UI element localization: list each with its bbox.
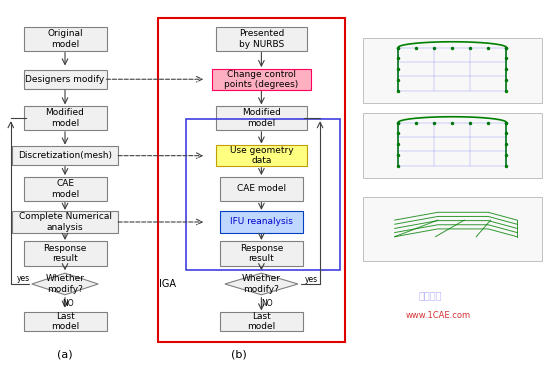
FancyBboxPatch shape — [23, 70, 107, 89]
FancyBboxPatch shape — [220, 241, 303, 266]
Text: yes: yes — [305, 275, 318, 284]
Polygon shape — [32, 273, 98, 295]
Text: Change control
points (degrees): Change control points (degrees) — [224, 69, 299, 89]
Text: Last
model: Last model — [51, 312, 79, 331]
FancyBboxPatch shape — [12, 211, 118, 232]
Text: www.1CAE.com: www.1CAE.com — [406, 311, 471, 320]
Text: Modified
model: Modified model — [46, 108, 85, 128]
Text: NO: NO — [62, 299, 73, 308]
Text: yes: yes — [17, 274, 30, 283]
FancyBboxPatch shape — [216, 106, 307, 130]
FancyBboxPatch shape — [220, 177, 303, 201]
Text: CAE
model: CAE model — [51, 179, 79, 199]
Text: Modified
model: Modified model — [242, 108, 281, 128]
Text: CAE model: CAE model — [237, 184, 286, 193]
Text: Whether
modify?: Whether modify? — [46, 274, 85, 294]
FancyBboxPatch shape — [23, 312, 107, 331]
Text: Presented
by NURBS: Presented by NURBS — [239, 29, 284, 49]
Text: Discretization(mesh): Discretization(mesh) — [18, 151, 112, 160]
Text: Complete Numerical
analysis: Complete Numerical analysis — [18, 212, 112, 232]
Text: Response
result: Response result — [43, 244, 87, 263]
Text: (a): (a) — [57, 350, 73, 360]
FancyBboxPatch shape — [363, 197, 542, 262]
Polygon shape — [225, 273, 298, 295]
Text: Response
result: Response result — [240, 244, 283, 263]
FancyBboxPatch shape — [23, 106, 107, 130]
Text: Original
model: Original model — [47, 29, 83, 49]
Text: IGA: IGA — [159, 279, 176, 289]
FancyBboxPatch shape — [23, 241, 107, 266]
Text: Whether
modify?: Whether modify? — [242, 274, 281, 294]
FancyBboxPatch shape — [216, 27, 307, 51]
Text: (b): (b) — [231, 350, 247, 360]
FancyBboxPatch shape — [220, 312, 303, 331]
FancyBboxPatch shape — [23, 27, 107, 51]
FancyBboxPatch shape — [212, 69, 311, 90]
Text: NO: NO — [261, 299, 273, 308]
Text: IFU reanalysis: IFU reanalysis — [230, 217, 293, 227]
FancyBboxPatch shape — [23, 177, 107, 201]
FancyBboxPatch shape — [220, 211, 303, 232]
Text: Last
model: Last model — [247, 312, 276, 331]
FancyBboxPatch shape — [12, 146, 118, 165]
Text: 仿真在线: 仿真在线 — [418, 290, 442, 300]
Text: Designers modify: Designers modify — [26, 75, 105, 84]
FancyBboxPatch shape — [216, 145, 307, 166]
Text: Use geometry
data: Use geometry data — [230, 146, 293, 165]
FancyBboxPatch shape — [363, 38, 542, 103]
FancyBboxPatch shape — [363, 113, 542, 178]
